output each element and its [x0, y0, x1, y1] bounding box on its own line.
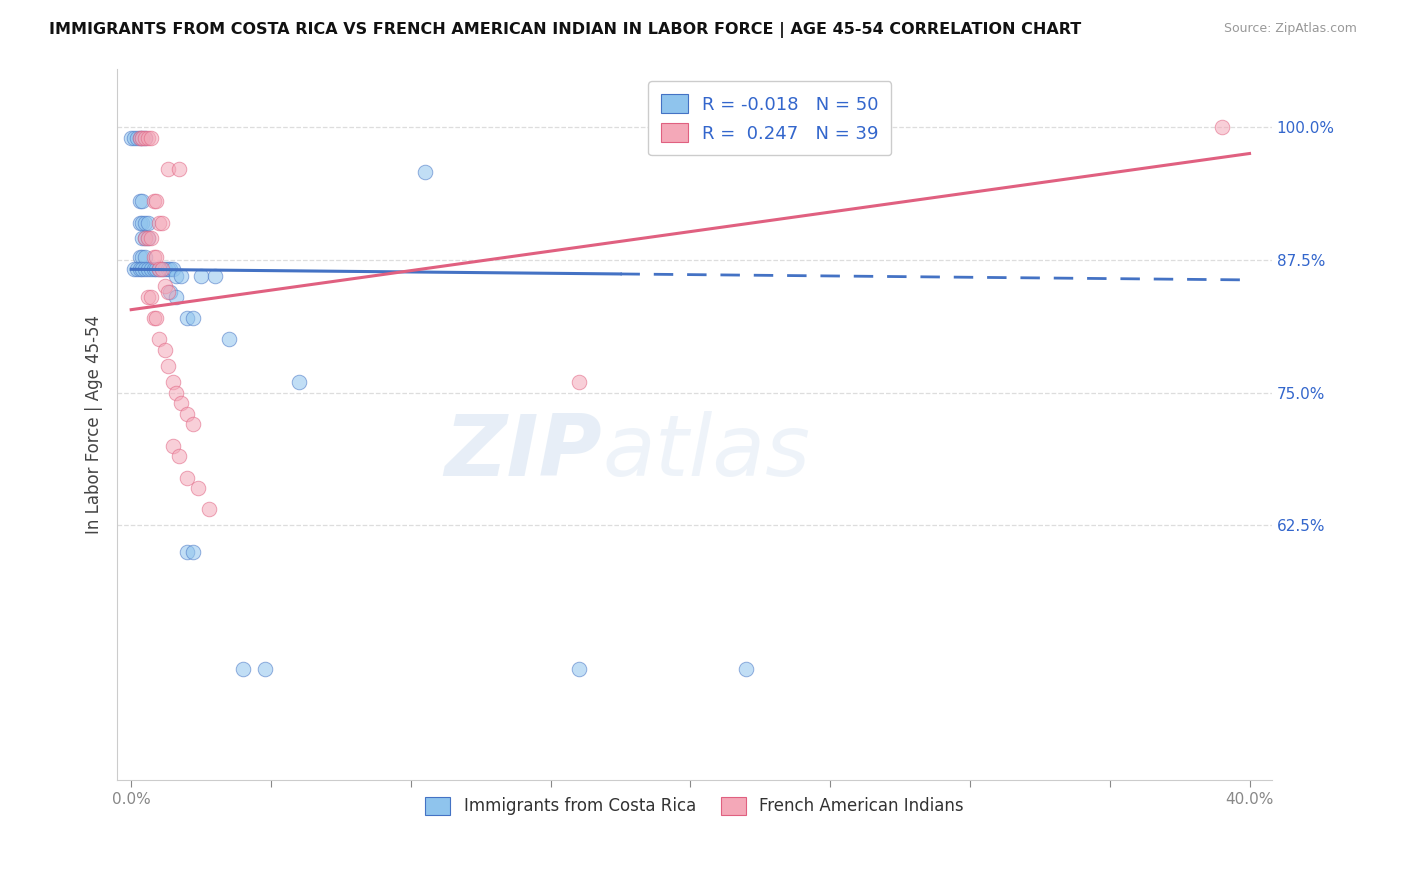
Point — [167, 450, 190, 464]
Point — [150, 216, 173, 230]
Point — [122, 130, 145, 145]
Point — [181, 545, 204, 559]
Point — [181, 417, 204, 432]
Point — [128, 194, 150, 209]
Point — [170, 396, 193, 410]
Point — [131, 250, 153, 264]
Point — [170, 268, 193, 283]
Point — [125, 130, 148, 145]
Point — [139, 290, 162, 304]
Point — [128, 262, 150, 277]
Point — [176, 407, 198, 421]
Point — [134, 231, 156, 245]
Point — [176, 470, 198, 484]
Point — [187, 481, 209, 495]
Point — [128, 250, 150, 264]
Legend: Immigrants from Costa Rica, French American Indians: Immigrants from Costa Rica, French Ameri… — [415, 787, 974, 825]
Point — [148, 262, 170, 277]
Point — [134, 130, 156, 145]
Point — [156, 262, 179, 277]
Point — [153, 279, 176, 293]
Point — [142, 262, 165, 277]
Point — [165, 290, 187, 304]
Point — [139, 262, 162, 277]
Point — [131, 216, 153, 230]
Point — [142, 311, 165, 326]
Point — [176, 545, 198, 559]
Point — [131, 231, 153, 245]
Point — [139, 231, 162, 245]
Point — [131, 130, 153, 145]
Point — [413, 164, 436, 178]
Point — [128, 216, 150, 230]
Point — [204, 268, 226, 283]
Point — [136, 231, 159, 245]
Point — [165, 268, 187, 283]
Point — [735, 662, 758, 676]
Point — [232, 662, 254, 676]
Point — [198, 502, 221, 516]
Point — [254, 662, 277, 676]
Point — [136, 262, 159, 277]
Point — [181, 311, 204, 326]
Point — [134, 130, 156, 145]
Point — [136, 290, 159, 304]
Point — [136, 216, 159, 230]
Point — [162, 375, 184, 389]
Point — [150, 262, 173, 277]
Point — [165, 385, 187, 400]
Point — [156, 162, 179, 177]
Point — [288, 375, 311, 389]
Text: ZIP: ZIP — [444, 411, 602, 494]
Point — [567, 375, 589, 389]
Point — [145, 262, 167, 277]
Point — [139, 130, 162, 145]
Point — [134, 216, 156, 230]
Point — [128, 130, 150, 145]
Text: atlas: atlas — [602, 411, 810, 494]
Point — [156, 359, 179, 373]
Point — [125, 262, 148, 277]
Point — [159, 262, 181, 277]
Point — [567, 662, 589, 676]
Point — [156, 285, 179, 299]
Point — [1211, 120, 1233, 134]
Point — [131, 262, 153, 277]
Point — [134, 262, 156, 277]
Point — [128, 130, 150, 145]
Point — [131, 194, 153, 209]
Point — [136, 231, 159, 245]
Point — [134, 250, 156, 264]
Point — [136, 130, 159, 145]
Point — [145, 194, 167, 209]
Point — [148, 216, 170, 230]
Point — [148, 333, 170, 347]
Point — [120, 130, 142, 145]
Text: IMMIGRANTS FROM COSTA RICA VS FRENCH AMERICAN INDIAN IN LABOR FORCE | AGE 45-54 : IMMIGRANTS FROM COSTA RICA VS FRENCH AME… — [49, 22, 1081, 38]
Text: Source: ZipAtlas.com: Source: ZipAtlas.com — [1223, 22, 1357, 36]
Point — [150, 262, 173, 277]
Point — [176, 311, 198, 326]
Point — [148, 262, 170, 277]
Point — [145, 250, 167, 264]
Point — [190, 268, 212, 283]
Point — [142, 250, 165, 264]
Point — [162, 262, 184, 277]
Point — [167, 162, 190, 177]
Point — [131, 130, 153, 145]
Point — [145, 311, 167, 326]
Point — [122, 262, 145, 277]
Point — [162, 439, 184, 453]
Point — [218, 333, 240, 347]
Point — [153, 262, 176, 277]
Point — [159, 285, 181, 299]
Point — [142, 194, 165, 209]
Point — [153, 343, 176, 357]
Point — [134, 231, 156, 245]
Y-axis label: In Labor Force | Age 45-54: In Labor Force | Age 45-54 — [86, 315, 103, 534]
